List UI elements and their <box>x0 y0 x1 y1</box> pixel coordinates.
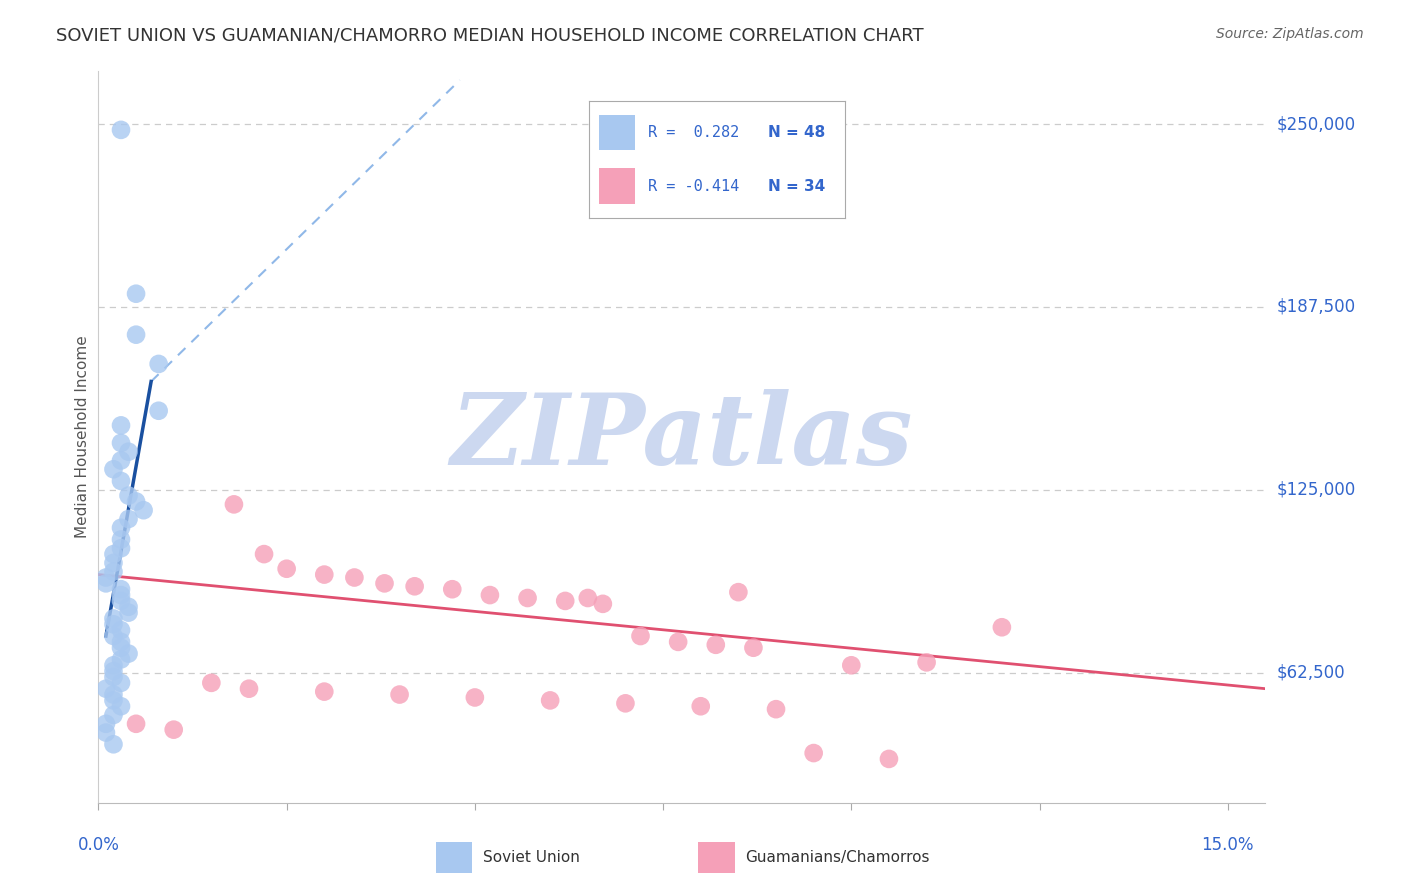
Point <box>148 357 170 371</box>
Point <box>103 611 125 625</box>
Text: $62,500: $62,500 <box>1277 664 1346 681</box>
Point <box>103 708 125 723</box>
Point <box>576 591 599 605</box>
Point <box>125 716 148 731</box>
Point <box>103 664 125 678</box>
Point <box>103 670 125 684</box>
Point <box>148 403 170 417</box>
Point <box>689 699 711 714</box>
Point <box>94 716 117 731</box>
Point <box>117 606 139 620</box>
Y-axis label: Median Household Income: Median Household Income <box>75 335 90 539</box>
Point <box>727 585 749 599</box>
Point <box>554 594 576 608</box>
Point <box>110 699 132 714</box>
Point <box>103 565 125 579</box>
Point <box>742 640 765 655</box>
Point <box>117 444 139 458</box>
Point <box>803 746 825 760</box>
Point <box>103 462 125 476</box>
Point <box>103 693 125 707</box>
Point <box>314 567 336 582</box>
Point <box>125 494 148 508</box>
Point <box>915 656 938 670</box>
Point <box>110 453 132 467</box>
Point <box>125 327 148 342</box>
Point <box>200 676 222 690</box>
Text: $250,000: $250,000 <box>1277 115 1355 133</box>
Point <box>630 629 652 643</box>
Point <box>94 576 117 591</box>
Point <box>222 497 245 511</box>
Point <box>110 436 132 450</box>
Point <box>94 570 117 584</box>
Point <box>110 623 132 637</box>
Point <box>614 696 637 710</box>
Point <box>110 541 132 556</box>
Point <box>103 629 125 643</box>
Point <box>343 570 366 584</box>
Point <box>117 599 139 614</box>
Point <box>110 588 132 602</box>
Point <box>592 597 614 611</box>
Point <box>110 418 132 433</box>
Point <box>117 489 139 503</box>
Point <box>253 547 276 561</box>
Text: $125,000: $125,000 <box>1277 481 1355 499</box>
Point <box>110 676 132 690</box>
Point <box>103 688 125 702</box>
Point <box>314 684 336 698</box>
Point <box>103 617 125 632</box>
Text: $187,500: $187,500 <box>1277 298 1355 316</box>
Point <box>110 652 132 666</box>
Point <box>276 562 298 576</box>
Point <box>478 588 501 602</box>
Point <box>765 702 787 716</box>
Point <box>464 690 486 705</box>
Point <box>117 512 139 526</box>
Point <box>110 582 132 597</box>
Point <box>163 723 186 737</box>
Point <box>704 638 727 652</box>
Point <box>110 521 132 535</box>
Point <box>404 579 426 593</box>
Point <box>117 647 139 661</box>
Point <box>94 725 117 739</box>
Point <box>110 123 132 137</box>
Point <box>877 752 900 766</box>
Point <box>110 635 132 649</box>
Point <box>110 640 132 655</box>
Text: 0.0%: 0.0% <box>77 836 120 855</box>
Point <box>839 658 862 673</box>
Point <box>103 737 125 751</box>
Point <box>103 547 125 561</box>
Point <box>991 620 1014 634</box>
Point <box>666 635 689 649</box>
Point <box>110 594 132 608</box>
Text: Source: ZipAtlas.com: Source: ZipAtlas.com <box>1216 27 1364 41</box>
Point <box>538 693 561 707</box>
Point <box>103 556 125 570</box>
Text: 15.0%: 15.0% <box>1202 836 1254 855</box>
Point <box>103 658 125 673</box>
Point <box>441 582 464 597</box>
Point <box>388 688 411 702</box>
Text: ZIPatlas: ZIPatlas <box>451 389 912 485</box>
Point <box>110 474 132 488</box>
Point <box>110 533 132 547</box>
Point <box>516 591 538 605</box>
Point <box>94 681 117 696</box>
Point <box>125 286 148 301</box>
Point <box>373 576 395 591</box>
Text: SOVIET UNION VS GUAMANIAN/CHAMORRO MEDIAN HOUSEHOLD INCOME CORRELATION CHART: SOVIET UNION VS GUAMANIAN/CHAMORRO MEDIA… <box>56 27 924 45</box>
Point <box>132 503 155 517</box>
Point <box>238 681 260 696</box>
